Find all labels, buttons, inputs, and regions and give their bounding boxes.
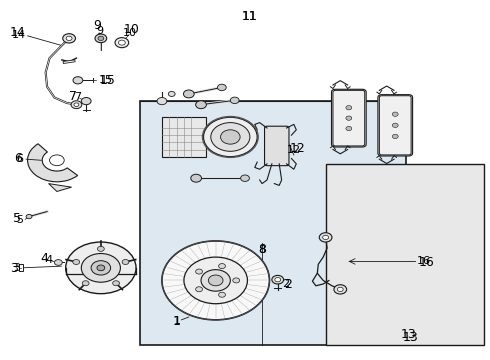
Text: 2: 2	[282, 279, 289, 289]
Circle shape	[392, 112, 398, 116]
Text: 4: 4	[45, 255, 52, 265]
Text: 8: 8	[259, 245, 266, 255]
Circle shape	[220, 130, 240, 144]
Circle shape	[81, 253, 121, 282]
FancyBboxPatch shape	[333, 90, 365, 146]
Text: 7: 7	[69, 90, 77, 103]
FancyBboxPatch shape	[378, 95, 413, 156]
Circle shape	[196, 287, 202, 292]
Circle shape	[346, 116, 352, 120]
Circle shape	[208, 275, 223, 286]
FancyBboxPatch shape	[265, 126, 289, 166]
Text: 15: 15	[99, 74, 115, 87]
Circle shape	[157, 98, 167, 105]
Bar	[326, 164, 485, 345]
Text: 2: 2	[284, 278, 292, 291]
Circle shape	[49, 155, 64, 166]
Text: 13: 13	[402, 331, 418, 344]
Polygon shape	[49, 184, 72, 192]
Circle shape	[66, 242, 136, 294]
Text: 11: 11	[242, 10, 258, 23]
Circle shape	[81, 98, 91, 105]
Circle shape	[211, 123, 250, 151]
Circle shape	[275, 278, 281, 282]
Circle shape	[319, 233, 332, 242]
Circle shape	[119, 40, 125, 45]
Text: 5: 5	[13, 212, 21, 225]
Circle shape	[219, 264, 225, 269]
Circle shape	[233, 278, 240, 283]
Text: 12: 12	[290, 142, 306, 155]
Circle shape	[334, 285, 346, 294]
Text: 14: 14	[12, 30, 26, 40]
Circle shape	[63, 34, 75, 43]
Circle shape	[26, 215, 32, 219]
Circle shape	[323, 235, 329, 239]
Circle shape	[74, 103, 79, 107]
Circle shape	[73, 260, 80, 265]
Circle shape	[337, 287, 343, 292]
Text: 9: 9	[96, 26, 103, 36]
Circle shape	[71, 101, 82, 109]
Circle shape	[66, 36, 72, 41]
Text: 10: 10	[123, 23, 140, 36]
Bar	[386, 127, 405, 149]
Circle shape	[98, 246, 104, 251]
Circle shape	[346, 126, 352, 131]
Circle shape	[272, 275, 284, 284]
Circle shape	[98, 36, 104, 41]
Text: 7: 7	[74, 92, 81, 102]
Circle shape	[82, 281, 89, 286]
Text: 11: 11	[242, 10, 258, 23]
Circle shape	[95, 34, 107, 42]
Circle shape	[113, 281, 120, 286]
Text: 9: 9	[94, 19, 101, 32]
Circle shape	[196, 101, 206, 109]
Circle shape	[54, 260, 62, 265]
Wedge shape	[27, 144, 77, 182]
Text: 5: 5	[16, 215, 23, 225]
Text: 6: 6	[14, 152, 22, 165]
Circle shape	[183, 90, 194, 98]
Text: 3: 3	[13, 263, 20, 273]
Circle shape	[392, 134, 398, 139]
Text: 1: 1	[172, 315, 180, 328]
Circle shape	[91, 261, 111, 275]
Text: 16: 16	[418, 256, 434, 269]
Text: 6: 6	[16, 154, 23, 164]
Circle shape	[201, 270, 230, 291]
Circle shape	[392, 123, 398, 127]
Text: 12: 12	[287, 144, 301, 154]
FancyBboxPatch shape	[162, 117, 206, 157]
Circle shape	[97, 265, 105, 271]
Text: 10: 10	[123, 28, 137, 38]
Text: 8: 8	[258, 243, 266, 256]
Text: 1: 1	[174, 316, 181, 326]
Circle shape	[218, 84, 226, 91]
Circle shape	[122, 260, 129, 265]
Circle shape	[73, 77, 83, 84]
Circle shape	[203, 117, 257, 157]
Text: 14: 14	[10, 27, 25, 40]
Circle shape	[346, 105, 352, 110]
Text: 4: 4	[41, 252, 49, 265]
Text: 16: 16	[417, 256, 431, 266]
FancyBboxPatch shape	[379, 96, 411, 155]
Circle shape	[191, 174, 201, 182]
Circle shape	[196, 269, 202, 274]
Text: 13: 13	[401, 328, 416, 341]
Text: 3: 3	[10, 262, 18, 275]
Bar	[339, 120, 358, 140]
Circle shape	[184, 257, 247, 304]
Circle shape	[115, 38, 129, 48]
Bar	[140, 101, 406, 345]
FancyBboxPatch shape	[331, 89, 366, 147]
Text: 15: 15	[98, 75, 112, 85]
Circle shape	[168, 91, 175, 96]
Circle shape	[241, 175, 249, 181]
Circle shape	[162, 241, 270, 320]
Circle shape	[219, 292, 225, 297]
Circle shape	[230, 97, 239, 104]
